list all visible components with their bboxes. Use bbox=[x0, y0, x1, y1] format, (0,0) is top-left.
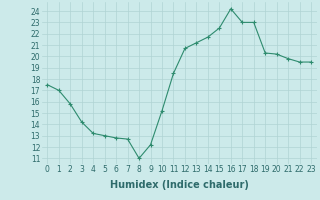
X-axis label: Humidex (Indice chaleur): Humidex (Indice chaleur) bbox=[110, 180, 249, 190]
